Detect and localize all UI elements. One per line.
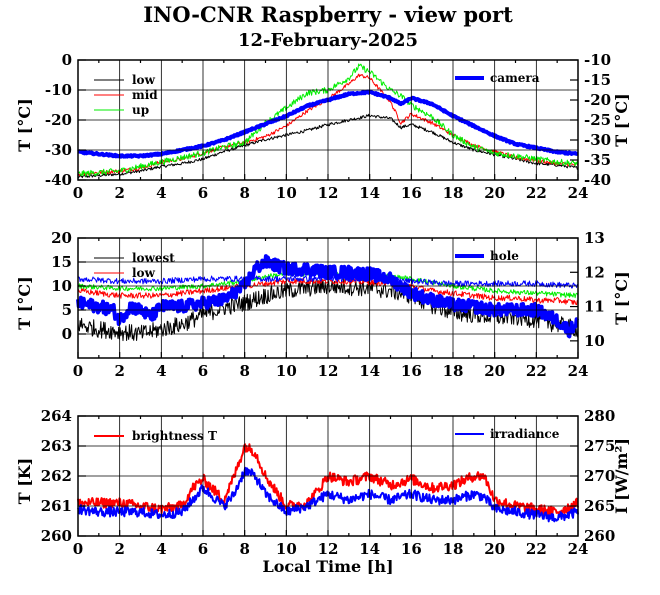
x-tick-label: 20 [484,540,505,558]
x-tick-label: 22 [526,184,547,202]
x-tick-label: 0 [73,184,83,202]
y-tick-label: 20 [51,229,72,247]
x-tick-label: 12 [318,362,339,380]
x-tick-label: 14 [359,184,380,202]
x-tick-label: 14 [359,362,380,380]
legend-label: hole [490,249,519,263]
x-tick-label: 4 [156,362,166,380]
chart-subtitle: 12-February-2025 [238,30,418,51]
y2-tick-label: 270 [584,467,615,485]
x-tick-label: 18 [443,184,464,202]
x-tick-label: 2 [114,540,124,558]
legend-label: brightness T [132,429,217,443]
y-axis-label: T [K] [15,458,34,505]
x-tick-label: 18 [443,540,464,558]
x-tick-label: 2 [114,184,124,202]
legend-label: up [132,103,149,117]
y-tick-label: 262 [41,467,72,485]
legend-label: low [132,73,156,87]
plot-frame [77,59,579,181]
x-tick-label: 6 [198,362,208,380]
x-tick-label: 12 [318,184,339,202]
chart-title: INO-CNR Raspberry - view port [143,2,513,27]
legend-label: mid [132,88,158,102]
y-axis-label: T [°C] [15,98,34,151]
y2-tick-label: -20 [584,91,611,109]
y2-tick-label: 280 [584,407,615,425]
y-tick-label: 264 [41,407,72,425]
y2-axis-label: T [°C] [612,271,631,324]
y-tick-label: 5 [62,301,72,319]
y2-tick-label: -15 [584,71,611,89]
y-tick-label: 0 [62,51,72,69]
x-tick-label: 10 [276,540,297,558]
y-tick-label: 15 [51,253,72,271]
x-tick-label: 16 [401,362,422,380]
legend-label: camera [490,71,540,85]
x-tick-label: 24 [568,184,589,202]
x-axis-label: Local Time [h] [262,557,393,576]
x-tick-label: 16 [401,184,422,202]
y-tick-label: 0 [62,325,72,343]
x-tick-label: 16 [401,540,422,558]
x-tick-label: 8 [239,184,249,202]
y2-axis-label: I [W/m²] [612,438,631,514]
y-tick-label: 10 [51,277,72,295]
x-tick-label: 4 [156,184,166,202]
x-tick-label: 12 [318,540,339,558]
x-tick-label: 8 [239,362,249,380]
panel-1: 0-10-20-30-40-10-15-20-25-30-35-400 2 4 6 8 1… [15,51,631,202]
x-tick-label: 6 [198,540,208,558]
x-tick-label: 2 [114,362,124,380]
y2-tick-label: -40 [584,171,611,189]
y-tick-label: 260 [41,527,72,545]
y-tick-label: -10 [45,81,72,99]
x-tick-label: 4 [156,540,166,558]
y2-tick-label: 260 [584,527,615,545]
y-tick-label: 263 [41,437,72,455]
legend-label: irradiance [490,427,560,441]
y-tick-label: -20 [45,111,72,129]
y2-tick-label: -10 [584,51,611,69]
y-tick-label: 261 [41,497,72,515]
x-tick-label: 20 [484,184,505,202]
y2-tick-label: 13 [584,229,605,247]
legend-label: lowest [132,251,175,265]
x-tick-label: 10 [276,362,297,380]
x-tick-label: 22 [526,362,547,380]
y2-tick-label: -25 [584,111,611,129]
y-tick-label: -30 [45,141,72,159]
x-tick-label: 22 [526,540,547,558]
y2-tick-label: -35 [584,151,611,169]
y-tick-label: -40 [45,171,72,189]
x-tick-label: 18 [443,362,464,380]
legend-label: low [132,266,156,280]
chart-panels: 0-10-20-30-40-10-15-20-25-30-35-400 2 4 6 8 1… [15,51,631,576]
plot-frame [77,237,579,359]
x-tick-label: 6 [198,184,208,202]
y2-tick-label: 265 [584,497,615,515]
y2-tick-label: 11 [584,298,605,316]
y2-tick-label: 10 [584,332,605,350]
x-tick-label: 24 [568,540,589,558]
x-tick-label: 24 [568,362,589,380]
x-tick-label: 20 [484,362,505,380]
y2-tick-label: 12 [584,263,605,281]
x-tick-label: 0 [73,540,83,558]
y2-tick-label: 275 [584,437,615,455]
y-axis-label: T [°C] [15,276,34,329]
x-tick-label: 0 [73,362,83,380]
y2-tick-label: -30 [584,131,611,149]
y2-axis-label: T [°C] [612,93,631,146]
x-tick-label: 14 [359,540,380,558]
x-tick-label: 10 [276,184,297,202]
plot-frame [77,415,579,537]
x-tick-label: 8 [239,540,249,558]
